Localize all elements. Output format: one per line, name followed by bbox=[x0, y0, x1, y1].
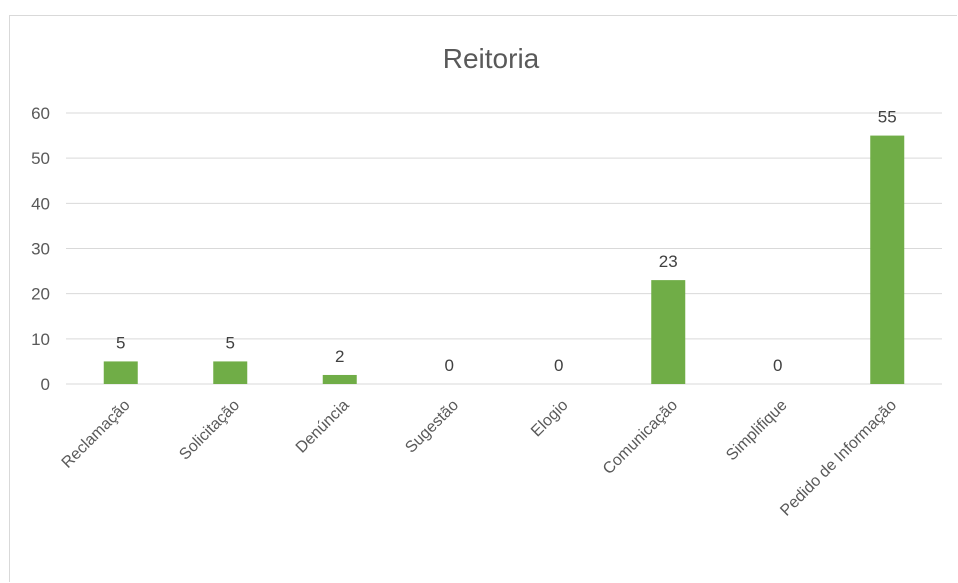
bar bbox=[213, 361, 248, 384]
y-tick-label: 0 bbox=[41, 375, 50, 394]
y-tick-label: 20 bbox=[31, 285, 50, 304]
bars bbox=[103, 135, 905, 384]
gridlines bbox=[66, 112, 942, 385]
bar bbox=[651, 280, 686, 384]
chart-title: Reitoria bbox=[443, 43, 540, 74]
x-tick-label: Solicitação bbox=[176, 397, 243, 464]
y-tick-label: 30 bbox=[31, 240, 50, 259]
data-label: 5 bbox=[226, 333, 235, 352]
bar bbox=[870, 135, 905, 384]
x-tick-label: Comunicação bbox=[600, 397, 681, 478]
y-tick-label: 10 bbox=[31, 330, 50, 349]
x-tick-label: Simplifique bbox=[723, 397, 790, 464]
y-axis-ticks: 0 10 20 30 40 50 60 bbox=[31, 104, 50, 394]
chart-frame bbox=[9, 15, 957, 582]
bar bbox=[103, 361, 138, 384]
data-label: 23 bbox=[659, 252, 678, 271]
x-tick-label: Pedido de Informação bbox=[777, 397, 900, 520]
data-label: 0 bbox=[554, 356, 563, 375]
x-tick-label: Sugestão bbox=[402, 397, 462, 457]
x-axis-labels: Reclamação Solicitação Denúncia Sugestão Elo… bbox=[59, 397, 900, 520]
x-tick-label: Reclamação bbox=[59, 397, 134, 472]
data-label: 5 bbox=[116, 333, 125, 352]
bar bbox=[322, 374, 357, 384]
y-tick-label: 60 bbox=[31, 104, 50, 123]
data-label: 55 bbox=[878, 108, 897, 127]
data-label: 2 bbox=[335, 347, 344, 366]
y-tick-label: 50 bbox=[31, 149, 50, 168]
y-tick-label: 40 bbox=[31, 194, 50, 213]
x-tick-label: Elogio bbox=[528, 397, 572, 441]
x-tick-label: Denúncia bbox=[293, 397, 353, 457]
data-label: 0 bbox=[445, 356, 454, 375]
data-label: 0 bbox=[773, 356, 782, 375]
